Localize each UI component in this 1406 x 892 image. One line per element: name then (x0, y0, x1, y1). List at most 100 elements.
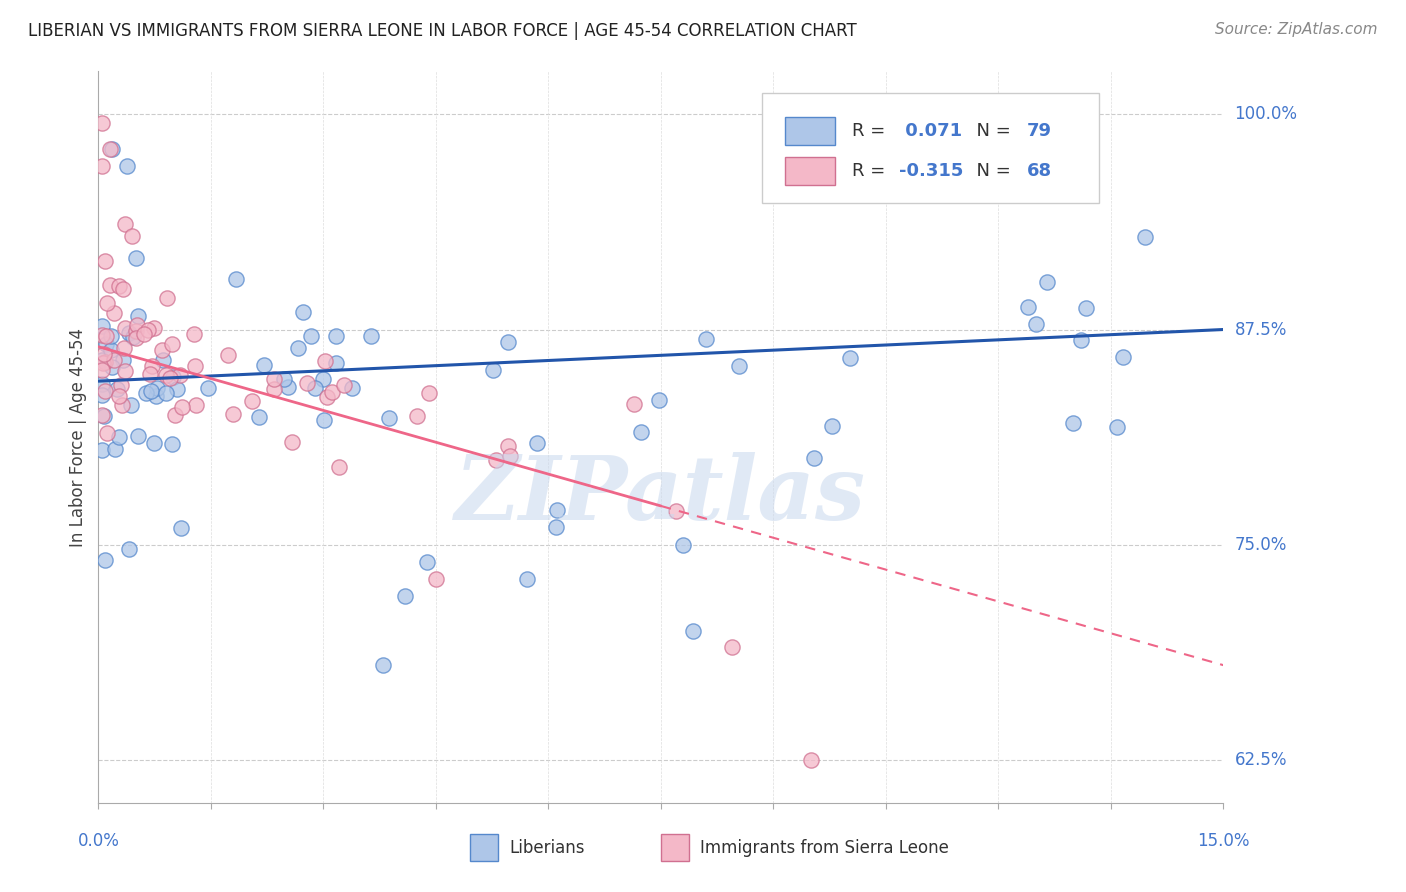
Point (803, 450, 825, 465)
Text: 87.5%: 87.5% (1234, 320, 1286, 339)
Point (125, 331, 148, 345)
Point (314, 412, 336, 426)
Point (93, 347, 115, 361)
Point (162, 369, 184, 384)
Point (183, 327, 205, 342)
Point (225, 272, 247, 286)
Point (172, 400, 194, 414)
Point (217, 348, 239, 362)
Point (139, 368, 162, 382)
Text: 75.0%: 75.0% (1234, 535, 1286, 554)
Point (135, 386, 157, 401)
Point (91, 376, 114, 391)
Text: ZIPatlas: ZIPatlas (456, 452, 866, 539)
Point (91, 409, 114, 423)
Point (316, 390, 339, 404)
Point (394, 589, 416, 603)
Point (360, 328, 382, 343)
Point (117, 326, 139, 340)
Point (94, 355, 117, 369)
Point (247, 410, 270, 425)
Point (125, 318, 148, 333)
Y-axis label: In Labor Force | Age 45-54: In Labor Force | Age 45-54 (69, 327, 87, 547)
Point (287, 341, 309, 355)
Point (93, 552, 115, 566)
Text: 0.071: 0.071 (900, 121, 962, 139)
Point (1036, 275, 1059, 289)
Point (163, 408, 186, 422)
Point (838, 351, 860, 365)
Point (682, 624, 704, 638)
Point (100, 142, 122, 156)
Point (100, 360, 122, 375)
Point (108, 388, 131, 402)
FancyBboxPatch shape (470, 834, 498, 862)
FancyBboxPatch shape (785, 117, 835, 145)
Point (98, 142, 121, 156)
Point (141, 359, 163, 373)
Text: 100.0%: 100.0% (1234, 105, 1298, 123)
Point (340, 381, 363, 395)
Point (496, 439, 519, 453)
Point (120, 398, 142, 412)
Point (93, 254, 115, 268)
Point (91, 116, 114, 130)
Point (160, 437, 183, 451)
Text: 15.0%: 15.0% (1197, 832, 1250, 850)
Point (499, 449, 522, 463)
Point (277, 380, 299, 394)
Point (155, 368, 177, 382)
Point (1105, 419, 1128, 434)
Point (91, 387, 114, 401)
Point (108, 279, 131, 293)
Point (263, 382, 285, 396)
FancyBboxPatch shape (785, 157, 835, 185)
Point (111, 282, 134, 296)
Point (406, 409, 429, 424)
Point (546, 503, 568, 517)
Point (115, 159, 138, 173)
Point (727, 359, 749, 373)
Text: N =: N = (965, 161, 1017, 180)
FancyBboxPatch shape (661, 834, 689, 862)
Point (1062, 416, 1084, 430)
Point (96, 425, 118, 440)
Point (425, 572, 447, 586)
Point (93, 384, 115, 399)
Text: Source: ZipAtlas.com: Source: ZipAtlas.com (1215, 22, 1378, 37)
Point (118, 542, 141, 557)
Point (98, 277, 121, 292)
Point (672, 538, 695, 552)
Point (112, 353, 135, 368)
Point (107, 430, 129, 444)
Point (821, 419, 844, 434)
Text: N =: N = (965, 121, 1017, 139)
Point (299, 329, 322, 343)
Point (325, 329, 347, 343)
Point (152, 353, 174, 368)
Text: R =: R = (852, 121, 891, 139)
Point (112, 341, 135, 355)
Point (96, 329, 118, 343)
Point (93, 409, 115, 423)
Point (314, 354, 336, 368)
Point (114, 364, 136, 378)
Point (96, 337, 118, 351)
Point (105, 383, 128, 397)
Point (125, 324, 148, 338)
Point (292, 305, 315, 319)
Point (91, 159, 114, 173)
Point (1112, 351, 1135, 365)
Text: 68: 68 (1026, 161, 1052, 180)
Point (800, 753, 823, 767)
Point (160, 337, 183, 351)
Point (159, 371, 181, 385)
Point (416, 555, 439, 569)
Point (145, 381, 167, 395)
Point (103, 353, 125, 368)
Point (121, 330, 143, 344)
Text: -0.315: -0.315 (900, 161, 963, 180)
Text: 62.5%: 62.5% (1234, 751, 1286, 769)
Text: 0.0%: 0.0% (77, 832, 120, 850)
Point (1070, 334, 1092, 348)
